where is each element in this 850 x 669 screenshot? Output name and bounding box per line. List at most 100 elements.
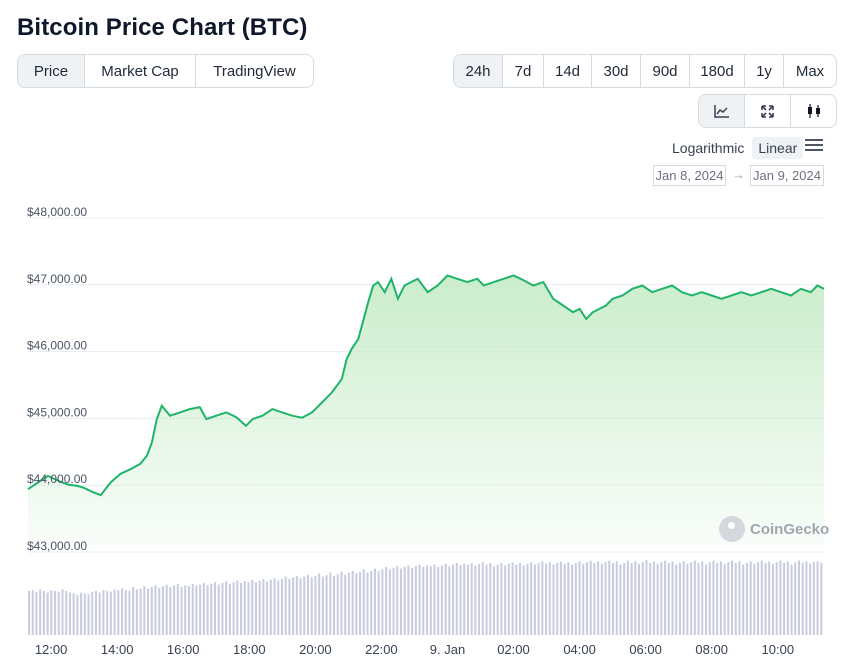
- tab-market-cap[interactable]: Market Cap: [85, 55, 196, 87]
- volume-bar: [91, 591, 94, 635]
- volume-bar: [727, 562, 730, 635]
- volume-bar: [418, 564, 421, 635]
- volume-bar: [225, 581, 228, 635]
- volume-bar: [83, 593, 86, 635]
- volume-bar: [712, 560, 715, 635]
- volume-bar: [708, 562, 711, 635]
- volume-bar: [202, 583, 205, 635]
- volume-bar: [147, 588, 150, 635]
- volume-bar: [585, 562, 588, 635]
- volume-bar: [292, 577, 295, 635]
- volume-bar: [463, 563, 466, 635]
- view-expand-button[interactable]: [745, 95, 791, 127]
- volume-bar: [734, 563, 737, 635]
- scale-linear-option[interactable]: Linear: [752, 137, 804, 159]
- volume-bar: [254, 582, 257, 635]
- price-area-fill: [28, 275, 824, 546]
- volume-bar: [582, 563, 585, 635]
- x-tick-label: 18:00: [233, 642, 266, 657]
- volume-bar: [526, 563, 529, 635]
- volume-bar: [589, 560, 592, 635]
- volume-bar: [273, 578, 276, 635]
- volume-bar: [426, 565, 429, 635]
- volume-bar: [76, 595, 79, 635]
- volume-bar: [537, 563, 540, 635]
- volume-bar: [664, 560, 667, 635]
- volume-bar: [318, 573, 321, 635]
- volume-bar: [217, 584, 220, 635]
- date-from-input[interactable]: Jan 8, 2024: [653, 165, 726, 186]
- date-to-input[interactable]: Jan 9, 2024: [750, 165, 824, 186]
- volume-bar: [184, 585, 187, 635]
- volume-bar: [771, 563, 774, 635]
- x-tick-label: 20:00: [299, 642, 332, 657]
- volume-bar: [429, 566, 432, 635]
- volume-bar: [444, 563, 447, 635]
- volume-bar: [474, 565, 477, 635]
- y-tick-label: $48,000.00: [27, 205, 87, 219]
- range-max-button[interactable]: Max: [795, 62, 825, 80]
- volume-bar: [50, 590, 53, 635]
- volume-bar: [325, 575, 328, 635]
- volume-bar: [820, 563, 823, 635]
- volume-bar: [749, 561, 752, 635]
- volume-bar: [143, 586, 146, 635]
- scale-logarithmic-option[interactable]: Logarithmic: [672, 140, 745, 156]
- volume-bar: [206, 585, 209, 635]
- expand-icon: [761, 104, 774, 118]
- volume-bar: [306, 575, 310, 635]
- volume-bar: [753, 563, 756, 635]
- volume-bar: [693, 560, 696, 635]
- volume-bars: [28, 559, 823, 635]
- volume-bar: [72, 593, 75, 635]
- tab-tradingview[interactable]: TradingView: [213, 62, 296, 80]
- volume-bar: [671, 561, 674, 635]
- x-tick-label: 14:00: [101, 642, 134, 657]
- range-24h-button[interactable]: 24h: [454, 55, 503, 87]
- y-tick-label: $44,000.00: [27, 472, 87, 486]
- volume-bar: [600, 563, 603, 635]
- volume-bar: [106, 591, 109, 635]
- view-line-button[interactable]: [699, 95, 745, 127]
- volume-bar: [169, 587, 172, 635]
- volume-bar: [120, 588, 124, 635]
- volume-bar: [760, 560, 763, 635]
- x-tick-label: 08:00: [695, 642, 728, 657]
- coingecko-logo-icon: [719, 516, 745, 542]
- volume-bar: [280, 579, 283, 635]
- range-7d-button[interactable]: 7d: [503, 55, 544, 87]
- tab-price[interactable]: Price: [18, 55, 85, 87]
- range-30d-button[interactable]: 30d: [592, 55, 641, 87]
- volume-bar: [396, 566, 399, 635]
- volume-bar: [686, 563, 689, 635]
- menu-icon[interactable]: [805, 139, 823, 153]
- range-90d-button[interactable]: 90d: [641, 55, 690, 87]
- volume-bar: [675, 564, 678, 635]
- volume-bar: [745, 563, 748, 635]
- volume-bar: [132, 587, 135, 635]
- volume-bar: [399, 568, 403, 635]
- volume-bar: [611, 563, 615, 635]
- range-180d-button[interactable]: 180d: [690, 55, 745, 87]
- volume-bar: [641, 562, 644, 635]
- volume-bar: [786, 561, 789, 635]
- volume-bar: [794, 562, 797, 635]
- volume-bar: [775, 562, 778, 635]
- x-tick-label: 22:00: [365, 642, 398, 657]
- volume-bar: [213, 582, 217, 635]
- volume-bar: [46, 592, 49, 635]
- volume-bar: [757, 562, 760, 635]
- view-candlestick-button[interactable]: [791, 95, 836, 127]
- volume-bar: [440, 565, 443, 635]
- volume-bar: [466, 564, 469, 635]
- volume-bar: [541, 561, 544, 635]
- volume-bar: [35, 591, 38, 635]
- range-14d-button[interactable]: 14d: [544, 55, 592, 87]
- volume-bar: [496, 564, 499, 635]
- volume-bar: [370, 571, 373, 635]
- volume-bar: [366, 572, 369, 635]
- volume-bar: [61, 589, 64, 635]
- volume-bar: [329, 572, 332, 635]
- range-1y-button[interactable]: 1y: [745, 55, 784, 87]
